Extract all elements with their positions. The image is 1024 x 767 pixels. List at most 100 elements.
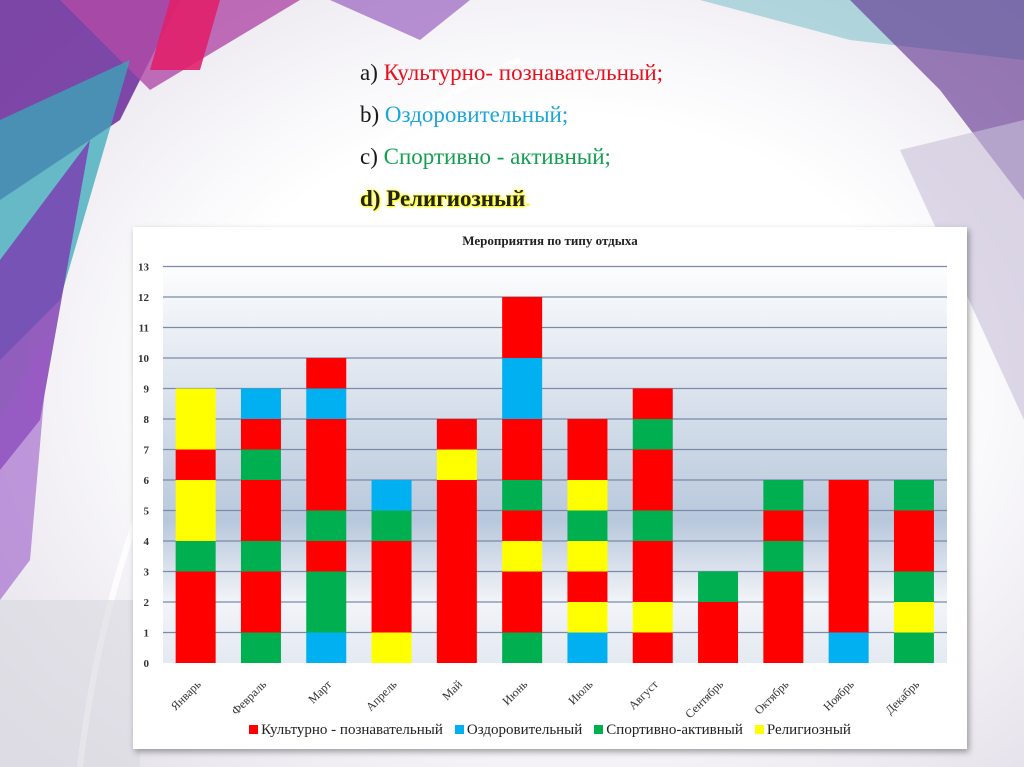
bar-segment — [240, 449, 281, 480]
x-tick-label: Июнь — [499, 677, 530, 708]
bar-segment — [632, 602, 673, 633]
bar-segment — [240, 419, 281, 450]
bar-segment — [828, 480, 869, 633]
bar-segment — [763, 480, 804, 511]
bar-segment — [240, 632, 281, 663]
list-item-c: c) Спортивно - активный; — [360, 144, 611, 169]
y-tick-label: 12 — [138, 292, 150, 304]
y-tick-label: 8 — [144, 414, 150, 426]
bar-segment — [502, 358, 543, 419]
legend-swatch — [754, 725, 764, 734]
x-tick-label: Сентябрь — [682, 677, 726, 721]
bar-segment — [567, 510, 608, 541]
bar-segment — [502, 571, 543, 633]
y-tick-label: 2 — [144, 597, 150, 609]
bar-segment — [240, 541, 281, 572]
y-tick-label: 5 — [144, 506, 150, 518]
legend-label: Оздоровительный — [466, 722, 583, 738]
bar-segment — [763, 571, 804, 663]
x-tick-label: Январь — [168, 677, 204, 713]
bar-segment — [567, 632, 608, 663]
y-tick-label: 7 — [144, 445, 150, 457]
bar-segment — [175, 388, 216, 450]
bar-segment — [240, 571, 281, 633]
bar-segment — [306, 419, 347, 511]
bar-segment — [893, 510, 934, 572]
y-tick-label: 4 — [144, 536, 150, 548]
legend-item: Оздоровительный — [454, 722, 583, 739]
bar-segment — [893, 571, 934, 602]
chart-title: Мероприятия по типу отдыха — [462, 233, 638, 248]
legend-label: Религиозный — [766, 722, 851, 738]
legend-item: Спортивно-активный — [594, 722, 743, 739]
bar-segment — [175, 571, 216, 663]
x-tick-label: Апрель — [363, 677, 400, 714]
bar-segment — [567, 541, 608, 572]
list-item-b: b) Оздоровительный; — [360, 102, 569, 127]
bar-segment — [240, 480, 281, 541]
stacked-bar-chart: Мероприятия по типу отдыха Январь Февраль… — [138, 233, 947, 721]
bar-segment — [502, 541, 543, 572]
bar-segment — [567, 480, 608, 511]
bar-segment — [893, 480, 934, 511]
y-tick-label: 6 — [144, 475, 150, 487]
legend-item: Культурно - познавательный — [249, 722, 443, 739]
x-tick-label: Июль — [565, 677, 596, 708]
x-tick-label: Август — [626, 677, 662, 713]
bar-segment — [567, 571, 608, 602]
x-tick-label: Май — [439, 677, 465, 703]
x-tick-label: Декабрь — [882, 677, 922, 717]
bar-segment — [632, 449, 673, 511]
legend-item: Религиозный — [754, 722, 851, 739]
y-tick-label: 9 — [144, 384, 150, 396]
bar-segment — [371, 541, 412, 633]
legend-label: Спортивно-активный — [606, 722, 743, 738]
bar-segment — [371, 480, 412, 511]
bar-segment — [698, 571, 739, 602]
bar-segment — [502, 632, 543, 663]
list-item-d: d) Религиозный. — [360, 186, 531, 211]
bar-segment — [175, 541, 216, 572]
bar-segment — [567, 602, 608, 633]
plot-area — [163, 257, 947, 663]
bar-segment — [502, 297, 543, 358]
bar-segment — [893, 602, 934, 633]
x-tick-label: Ноябрь — [820, 677, 857, 714]
bar-segment — [632, 510, 673, 541]
bar-segment — [306, 358, 347, 389]
bar-segment — [306, 388, 347, 419]
bar-segment — [436, 480, 477, 663]
bar-segment — [632, 419, 673, 450]
legend-label: Культурно - познавательный — [261, 722, 443, 738]
bar-segment — [763, 541, 804, 572]
bar-segment — [502, 510, 543, 541]
bar-segment — [306, 510, 347, 541]
bar-segment — [306, 571, 347, 633]
x-tick-label: Февраль — [229, 677, 270, 718]
bar-segment — [763, 510, 804, 541]
bar-segment — [632, 541, 673, 602]
list-item-a: a) Культурно- познавательный; — [360, 60, 664, 85]
legend-swatch — [454, 725, 464, 734]
y-tick-label: 3 — [144, 567, 150, 579]
chart-container: Мероприятия по типу отдыха Январь Февраль… — [133, 227, 967, 749]
bar-segment — [828, 632, 869, 663]
bar-segment — [502, 419, 543, 480]
bar-segment — [567, 419, 608, 480]
y-tick-label: 10 — [138, 353, 150, 365]
activity-type-list: a) Культурно- познавательный; b) Оздоров… — [360, 52, 663, 220]
y-tick-label: 13 — [138, 262, 150, 274]
bar-segment — [436, 419, 477, 450]
bar-segment — [175, 449, 216, 480]
bar-segment — [306, 632, 347, 663]
y-tick-label: 0 — [144, 658, 150, 670]
bar-segment — [436, 449, 477, 480]
x-tick-label: Октябрь — [751, 677, 791, 717]
bar-segment — [893, 632, 934, 663]
bar-segment — [632, 632, 673, 663]
bar-segment — [632, 388, 673, 419]
y-tick-label: 11 — [139, 323, 149, 335]
bar-segment — [306, 541, 347, 572]
bar-segment — [502, 480, 543, 511]
bar-segment — [371, 632, 412, 663]
